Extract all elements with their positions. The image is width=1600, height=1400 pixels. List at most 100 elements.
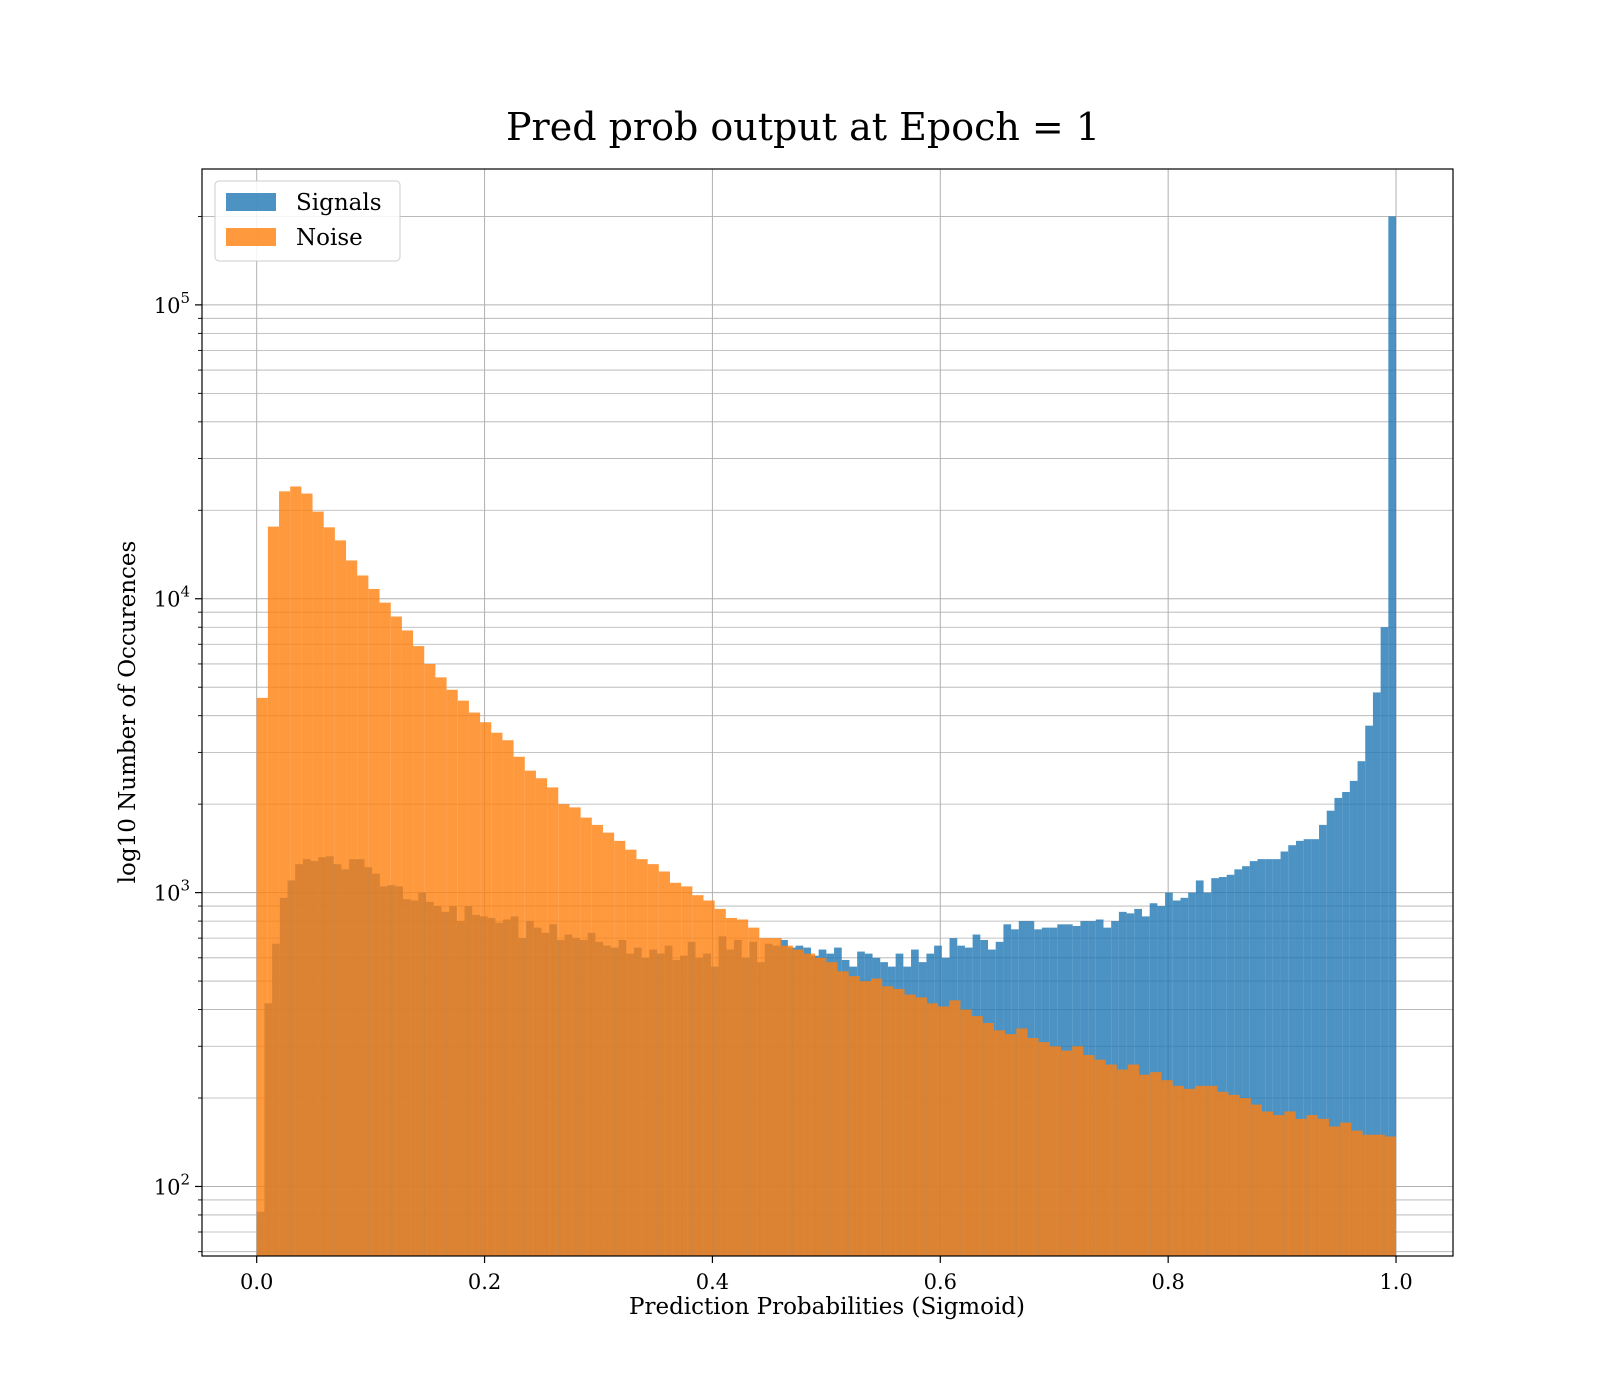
- bar-noise-29: [580, 817, 592, 1256]
- y-tick-label: 104: [154, 583, 190, 612]
- bar-noise-13: [401, 630, 414, 1256]
- bar-noise-93: [1295, 1118, 1307, 1256]
- bar-noise-7: [334, 540, 347, 1256]
- bar-noise-15: [424, 663, 436, 1256]
- bar-noise-49: [804, 953, 816, 1256]
- bar-noise-77: [1116, 1069, 1128, 1256]
- x-tick-label: 0.0: [240, 1270, 273, 1294]
- x-axis-ticks: 0.0 0.2 0.4 0.6 0.8 1.0: [240, 1256, 1413, 1294]
- y-axis-label: log10 Number of Occurences: [115, 541, 141, 884]
- bar-signals-126: [1226, 874, 1235, 1256]
- bar-noise-30: [591, 824, 603, 1256]
- bar-signals-122: [1195, 880, 1204, 1256]
- bar-noise-16: [435, 677, 447, 1256]
- bar-noise-5: [312, 511, 324, 1257]
- y-tick-label: 105: [154, 289, 190, 318]
- bar-signals-141: [1342, 791, 1350, 1256]
- bar-noise-31: [602, 832, 615, 1256]
- bar-noise-69: [1027, 1038, 1039, 1256]
- bar-noise-26: [547, 787, 559, 1256]
- bar-noise-41: [714, 908, 726, 1256]
- bar-noise-63: [960, 1009, 972, 1256]
- bar-noise-19: [468, 712, 481, 1256]
- bar-signals-121: [1188, 892, 1196, 1256]
- bar-noise-81: [1161, 1080, 1173, 1256]
- bar-noise-72: [1060, 1050, 1073, 1256]
- bar-signals-145: [1372, 692, 1381, 1256]
- bar-noise-52: [837, 971, 849, 1256]
- bar-noise-55: [871, 978, 883, 1256]
- bar-noise-87: [1228, 1094, 1240, 1256]
- bar-signals-124: [1211, 878, 1219, 1256]
- bar-noise-60: [926, 1003, 939, 1256]
- bar-noise-25: [535, 778, 548, 1256]
- bar-noise-42: [725, 917, 738, 1256]
- bar-signals-140: [1334, 797, 1343, 1256]
- bar-noise-96: [1329, 1126, 1341, 1256]
- bar-signals-129: [1249, 861, 1258, 1256]
- legend-swatch-noise: [226, 228, 276, 246]
- bar-signals-144: [1365, 725, 1373, 1256]
- legend-swatch-signals: [226, 193, 276, 211]
- bar-noise-11: [379, 602, 391, 1256]
- bar-noise-18: [457, 700, 469, 1256]
- x-tick-label: 0.2: [468, 1270, 501, 1294]
- bar-noise-84: [1194, 1085, 1207, 1256]
- bar-noise-1: [267, 526, 280, 1256]
- bar-noise-88: [1239, 1098, 1251, 1256]
- bar-noise-73: [1072, 1046, 1084, 1256]
- bar-noise-38: [681, 886, 693, 1256]
- bar-noise-22: [502, 740, 514, 1256]
- bar-signals-136: [1303, 839, 1312, 1256]
- chart-title: Pred prob output at Epoch = 1: [506, 105, 1100, 149]
- bar-noise-62: [949, 1000, 961, 1256]
- bar-noise-8: [346, 560, 358, 1256]
- bar-noise-39: [692, 895, 704, 1256]
- x-axis-label: Prediction Probabilities (Sigmoid): [629, 1294, 1025, 1320]
- bar-noise-75: [1094, 1059, 1106, 1256]
- bar-noise-100: [1373, 1134, 1385, 1256]
- bar-noise-94: [1306, 1115, 1318, 1256]
- bar-noise-58: [904, 994, 916, 1256]
- bar-signals-142: [1349, 780, 1358, 1256]
- bar-signals-143: [1357, 761, 1366, 1256]
- bar-noise-33: [625, 849, 637, 1256]
- bar-noise-76: [1105, 1064, 1117, 1256]
- bar-noise-53: [848, 976, 860, 1256]
- bar-noise-4: [301, 493, 313, 1256]
- bar-noise-92: [1284, 1111, 1296, 1256]
- bar-noise-80: [1150, 1072, 1162, 1256]
- bar-noise-23: [513, 756, 525, 1256]
- bar-noise-57: [893, 988, 905, 1256]
- bar-signals-118: [1165, 892, 1173, 1256]
- x-tick-label: 0.6: [924, 1270, 957, 1294]
- bar-noise-68: [1016, 1028, 1028, 1256]
- bar-noise-17: [446, 689, 458, 1256]
- x-tick-label: 0.4: [696, 1270, 729, 1294]
- bar-noise-74: [1083, 1055, 1095, 1256]
- bar-noise-12: [390, 616, 402, 1256]
- bar-noise-37: [669, 882, 682, 1256]
- bar-signals-130: [1257, 859, 1266, 1256]
- bar-noise-95: [1317, 1118, 1330, 1256]
- bar-noise-40: [703, 900, 715, 1256]
- bar-noise-50: [815, 957, 827, 1256]
- bar-signals-146: [1380, 627, 1389, 1256]
- x-tick-label: 0.8: [1151, 1270, 1184, 1294]
- bar-noise-14: [413, 646, 425, 1256]
- bar-noise-78: [1127, 1064, 1140, 1256]
- bar-signals-123: [1203, 892, 1212, 1256]
- bar-noise-54: [859, 981, 872, 1256]
- bar-noise-9: [357, 575, 369, 1256]
- bar-signals-127: [1234, 869, 1243, 1256]
- bar-noise-47: [781, 945, 793, 1256]
- bar-noise-24: [524, 770, 536, 1256]
- bar-noise-2: [279, 491, 291, 1256]
- bar-noise-65: [982, 1023, 994, 1256]
- bar-signals-147: [1388, 216, 1397, 1256]
- bar-noise-21: [491, 732, 503, 1256]
- bar-noise-66: [993, 1030, 1006, 1256]
- bar-noise-44: [748, 927, 760, 1256]
- bar-noise-89: [1250, 1104, 1262, 1256]
